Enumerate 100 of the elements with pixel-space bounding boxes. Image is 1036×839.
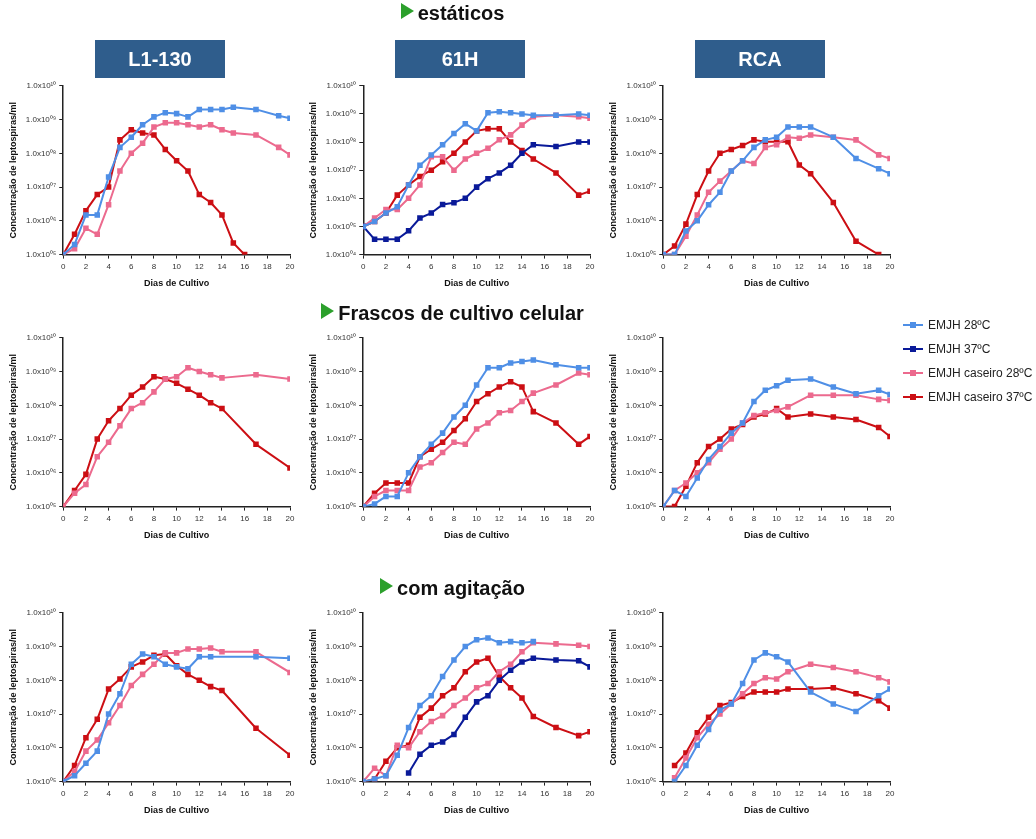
x-tick-label: 16 — [840, 261, 850, 271]
x-axis-title: Dias de Cultivo — [744, 805, 810, 816]
y-tick-label: 1.0x10¹⁰ — [626, 608, 657, 617]
x-tick-label: 20 — [285, 261, 295, 271]
x-tick-label: 2 — [683, 513, 689, 523]
y-tick-label: 1.0x10⁰⁶ — [625, 216, 657, 226]
x-tick-label: 14 — [217, 261, 227, 271]
x-tick-label: 8 — [751, 261, 757, 271]
x-tick-label: 14 — [517, 261, 527, 271]
x-axis-title: Dias de Cultivo — [744, 278, 810, 289]
y-tick-label: 1.0x10⁰⁸ — [625, 675, 657, 685]
x-tick-label: 18 — [562, 513, 573, 523]
x-tick-label: 2 — [383, 261, 389, 271]
x-axis-title: Dias de Cultivo — [144, 278, 210, 289]
y-tick-label: 1.0x10⁰⁶ — [25, 743, 57, 753]
x-tick-label: 18 — [862, 513, 873, 523]
y-axis-title: Concentração de leptospiras/ml — [7, 101, 18, 239]
x-tick-label: 16 — [540, 261, 550, 271]
y-tick-label: 1.0x10¹⁰ — [26, 608, 57, 617]
x-tick-label: 6 — [429, 788, 435, 798]
x-tick-label: 6 — [429, 513, 435, 523]
x-tick-label: 10 — [472, 261, 482, 271]
x-tick-label: 0 — [61, 788, 67, 798]
y-tick-label: 1.0x10⁰⁷ — [326, 709, 357, 719]
y-tick-label: 1.0x10⁰⁵ — [25, 501, 57, 511]
x-tick-label: 6 — [129, 261, 135, 271]
y-tick-label: 1.0x10⁰⁵ — [325, 221, 357, 231]
y-tick-label: 1.0x10¹⁰ — [26, 81, 57, 90]
y-axis-title: Concentração de leptospiras/ml — [7, 353, 18, 491]
y-tick-label: 1.0x10⁰⁷ — [26, 434, 57, 444]
y-tick-label: 1.0x10⁰⁹ — [325, 366, 357, 376]
x-tick-label: 20 — [585, 261, 595, 271]
legend-label: EMJH caseiro 28ºC — [928, 366, 1033, 380]
y-tick-label: 1.0x10⁰⁷ — [626, 182, 657, 192]
x-tick-label: 10 — [472, 788, 482, 798]
y-tick-label: 1.0x10⁰⁶ — [325, 743, 357, 753]
x-tick-label: 2 — [683, 261, 689, 271]
x-tick-label: 12 — [194, 513, 205, 523]
y-axis-title: Concentração de leptospiras/ml — [607, 628, 618, 766]
x-tick-label: 4 — [706, 513, 712, 523]
x-tick-label: 12 — [794, 513, 805, 523]
x-tick-label: 12 — [194, 788, 205, 798]
y-tick-label: 1.0x10⁰⁶ — [625, 743, 657, 753]
x-tick-label: 6 — [429, 261, 435, 271]
chart-subtitle: com agitação — [397, 577, 525, 599]
x-tick-label: 14 — [817, 788, 827, 798]
x-tick-label: 0 — [61, 513, 67, 523]
x-tick-label: 8 — [751, 513, 757, 523]
y-tick-label: 1.0x10¹⁰ — [326, 333, 357, 342]
x-tick-label: 2 — [83, 788, 89, 798]
x-tick-label: 2 — [83, 513, 89, 523]
y-tick-label: 1.0x10⁰⁸ — [625, 400, 657, 410]
y-tick-label: 1.0x10⁰⁶ — [625, 468, 657, 478]
y-tick-label: 1.0x10⁰⁸ — [325, 400, 357, 410]
chart-title: L1-130 — [95, 40, 225, 78]
x-axis-title: Dias de Cultivo — [144, 530, 210, 541]
x-tick-label: 16 — [240, 261, 250, 271]
x-tick-label: 0 — [361, 788, 367, 798]
x-tick-label: 12 — [494, 788, 505, 798]
x-tick-label: 8 — [751, 788, 757, 798]
x-tick-label: 16 — [540, 788, 550, 798]
x-tick-label: 6 — [729, 788, 735, 798]
y-tick-label: 1.0x10⁰⁸ — [325, 675, 357, 685]
x-tick-label: 12 — [194, 261, 205, 271]
y-tick-label: 1.0x10⁰⁹ — [25, 366, 57, 376]
y-tick-label: 1.0x10⁰⁵ — [625, 501, 657, 511]
y-axis-title: Concentração de leptospiras/ml — [307, 353, 318, 491]
y-tick-label: 1.0x10¹⁰ — [326, 608, 357, 617]
y-tick-label: 1.0x10⁰⁵ — [325, 501, 357, 511]
x-tick-label: 4 — [406, 788, 412, 798]
y-tick-label: 1.0x10⁰⁵ — [25, 776, 57, 786]
x-tick-label: 0 — [661, 513, 667, 523]
x-tick-label: 14 — [217, 513, 227, 523]
x-tick-label: 6 — [129, 513, 135, 523]
x-tick-label: 2 — [383, 513, 389, 523]
x-tick-label: 8 — [451, 261, 457, 271]
x-tick-label: 20 — [285, 513, 295, 523]
x-tick-label: 8 — [451, 513, 457, 523]
y-tick-label: 1.0x10⁰⁵ — [325, 776, 357, 786]
y-tick-label: 1.0x10⁰⁷ — [26, 709, 57, 719]
x-tick-label: 10 — [772, 788, 782, 798]
y-tick-label: 1.0x10⁰⁹ — [625, 641, 657, 651]
x-tick-label: 18 — [262, 788, 273, 798]
y-tick-label: 1.0x10⁰⁹ — [625, 114, 657, 124]
legend-label: EMJH 37ºC — [928, 342, 991, 356]
x-tick-label: 4 — [106, 788, 112, 798]
x-tick-label: 12 — [494, 513, 505, 523]
x-tick-label: 2 — [83, 261, 89, 271]
x-tick-label: 8 — [151, 788, 157, 798]
y-tick-label: 1.0x10⁰⁹ — [25, 641, 57, 651]
x-tick-label: 18 — [862, 788, 873, 798]
x-tick-label: 4 — [406, 513, 412, 523]
x-tick-label: 10 — [172, 788, 182, 798]
x-tick-label: 12 — [794, 261, 805, 271]
x-tick-label: 8 — [451, 788, 457, 798]
x-tick-label: 0 — [61, 261, 67, 271]
x-tick-label: 18 — [262, 261, 273, 271]
y-tick-label: 1.0x10⁰⁶ — [25, 468, 57, 478]
x-tick-label: 20 — [885, 788, 895, 798]
chart-title: 61H — [395, 40, 525, 78]
